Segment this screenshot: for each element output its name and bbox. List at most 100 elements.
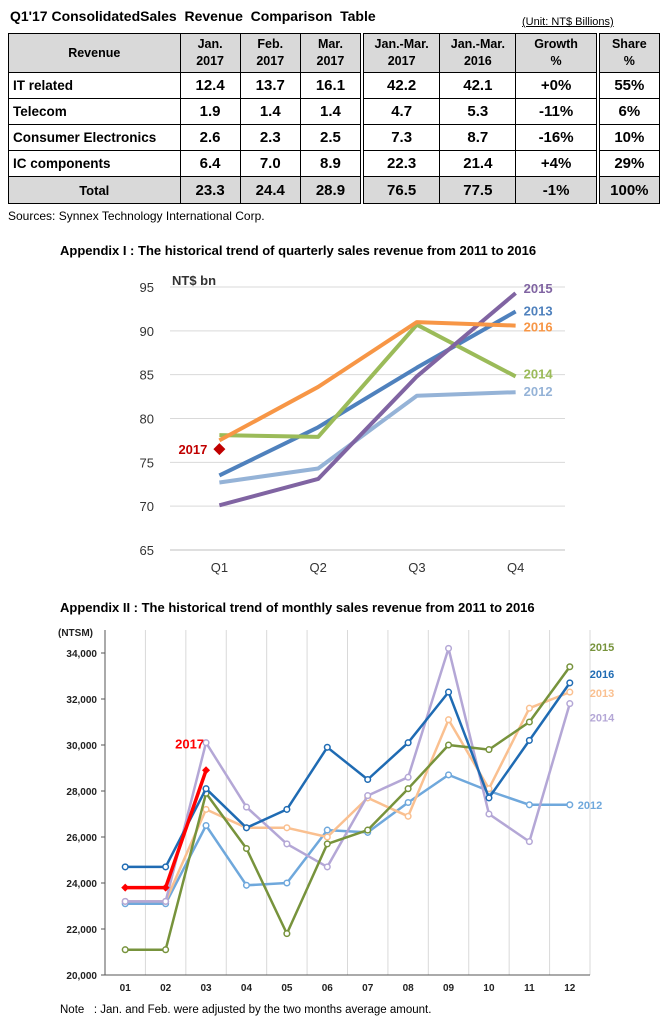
y-tick-label: 20,000 bbox=[66, 971, 97, 982]
data-point-2015 bbox=[404, 785, 412, 793]
data-point-2017 bbox=[161, 883, 170, 892]
cell-growth: -11% bbox=[515, 98, 597, 125]
y-tick-label: 30,000 bbox=[66, 741, 97, 752]
x-tick-label: Q3 bbox=[408, 560, 425, 575]
total-row: Total 23.3 24.4 28.9 76.5 77.5 -1% 100% bbox=[8, 176, 661, 204]
data-point-2013 bbox=[404, 812, 412, 820]
cell-share: 10% bbox=[598, 124, 661, 151]
data-point-2014 bbox=[323, 863, 331, 871]
table-row: IT related 12.4 13.7 16.1 42.2 42.1 +0% … bbox=[8, 72, 661, 99]
monthly-trend-chart: 20,000 22,000 24,000 26,000 28,000 30,000 32,0… bbox=[58, 628, 615, 994]
data-point-2014 bbox=[566, 700, 574, 708]
data-point-2015 bbox=[283, 930, 291, 938]
x-tick-label: 05 bbox=[281, 983, 293, 994]
series-line-2016 bbox=[125, 682, 571, 869]
x-tick-label: 09 bbox=[443, 983, 455, 994]
data-point-2016 bbox=[323, 743, 331, 751]
highlight-label-2017: 2017 bbox=[178, 442, 207, 457]
x-tick-label: 10 bbox=[483, 983, 495, 994]
data-point-2014 bbox=[364, 792, 372, 800]
data-point-2017 bbox=[202, 766, 211, 775]
x-tick-label: 02 bbox=[160, 983, 172, 994]
cell-growth: -1% bbox=[515, 176, 597, 204]
cell-growth: +4% bbox=[515, 150, 597, 177]
data-point-2014 bbox=[162, 897, 170, 905]
col-header-revenue: Revenue bbox=[8, 33, 181, 73]
col-header-feb: Feb. 2017 bbox=[239, 33, 301, 73]
data-point-2014 bbox=[404, 773, 412, 781]
series-line-2013 bbox=[218, 309, 517, 478]
series-label-2013: 2013 bbox=[590, 688, 614, 700]
col-header-mar: Mar. 2017 bbox=[299, 33, 362, 73]
y-axis-label: NT$ bn bbox=[172, 273, 216, 288]
quarterly-trend-chart: 65 70 75 80 85 90 95 Q1 Q2 Q3 Q4 NT$ bn 2012 2013 2014… bbox=[140, 273, 565, 575]
cell-q1-2016: 8.7 bbox=[439, 124, 517, 151]
cell-mar: 2.5 bbox=[299, 124, 362, 151]
data-point-2015 bbox=[444, 741, 453, 749]
series-label-2017: 2017 bbox=[175, 736, 204, 751]
y-tick-label: 34,000 bbox=[66, 649, 97, 660]
data-point-2014 bbox=[202, 739, 210, 747]
table-header-row: Revenue Jan. 2017 Feb. 2017 Mar. 2017 Jan.-… bbox=[8, 33, 661, 73]
cell-q1-2017: 22.3 bbox=[363, 150, 441, 177]
cell-jan: 23.3 bbox=[179, 176, 241, 204]
x-tick-label: Q4 bbox=[507, 560, 524, 575]
cell-q1-2017: 76.5 bbox=[363, 176, 441, 204]
data-point-2016 bbox=[364, 775, 372, 784]
data-point-2012 bbox=[566, 801, 574, 809]
data-point-2013 bbox=[525, 704, 533, 712]
highlight-marker-2017 bbox=[213, 443, 226, 456]
series-label-2016: 2016 bbox=[590, 669, 614, 681]
data-point-2016 bbox=[485, 794, 493, 802]
cell-mar: 28.9 bbox=[299, 176, 362, 204]
cell-feb: 7.0 bbox=[239, 150, 301, 177]
table-title: Q1'17 ConsolidatedSales Revenue Comparis… bbox=[10, 8, 376, 24]
data-point-2015 bbox=[364, 826, 372, 834]
col-header-jan: Jan. 2017 bbox=[179, 33, 241, 73]
row-label: Telecom bbox=[8, 98, 181, 125]
col-header-share: Share% bbox=[598, 33, 661, 73]
data-point-2012 bbox=[242, 881, 251, 889]
series-line-2014 bbox=[125, 647, 571, 903]
cell-jan: 6.4 bbox=[179, 150, 241, 177]
cell-mar: 16.1 bbox=[299, 72, 362, 99]
revenue-table: Revenue Jan. 2017 Feb. 2017 Mar. 2017 Jan.-… bbox=[8, 33, 661, 204]
data-point-2014 bbox=[283, 840, 291, 848]
series-line-2016 bbox=[218, 320, 516, 443]
data-point-2014 bbox=[485, 810, 493, 818]
y-tick-label: 85 bbox=[140, 368, 154, 383]
y-tick-label: 32,000 bbox=[66, 695, 97, 706]
x-tick-label: 12 bbox=[564, 983, 576, 994]
data-point-2015 bbox=[242, 844, 251, 853]
data-point-2012 bbox=[525, 801, 533, 809]
cell-q1-2017: 4.7 bbox=[363, 98, 441, 125]
data-point-2015 bbox=[162, 946, 170, 954]
cell-share: 100% bbox=[598, 176, 661, 204]
data-point-2015 bbox=[525, 718, 533, 726]
cell-growth: +0% bbox=[515, 72, 597, 99]
unit-label: (Unit: NT$ Billions) bbox=[522, 16, 614, 28]
cell-mar: 1.4 bbox=[299, 98, 362, 125]
x-tick-label: 04 bbox=[241, 983, 253, 994]
cell-q1-2016: 5.3 bbox=[439, 98, 517, 125]
cell-q1-2016: 77.5 bbox=[439, 176, 517, 204]
series-label-2014: 2014 bbox=[590, 713, 615, 725]
source-note: Sources: Synnex Technology International… bbox=[8, 209, 265, 223]
y-tick-label: 26,000 bbox=[66, 833, 97, 844]
cell-feb: 24.4 bbox=[239, 176, 301, 204]
data-point-2016 bbox=[242, 824, 251, 832]
footnote: Note : Jan. and Feb. were adjusted by th… bbox=[60, 1004, 432, 1016]
x-tick-label: 03 bbox=[200, 983, 212, 994]
series-label-2016: 2016 bbox=[524, 320, 553, 335]
data-point-2013 bbox=[323, 833, 331, 841]
data-point-2014 bbox=[121, 897, 129, 905]
y-tick-label: 95 bbox=[140, 280, 154, 295]
row-label: IC components bbox=[8, 150, 181, 177]
table-row: Telecom 1.9 1.4 1.4 4.7 5.3 -11% 6% bbox=[8, 98, 661, 125]
y-tick-label: 24,000 bbox=[66, 879, 97, 890]
cell-mar: 8.9 bbox=[299, 150, 362, 177]
table-row: Consumer Electronics 2.6 2.3 2.5 7.3 8.7… bbox=[8, 124, 661, 151]
series-line-2013 bbox=[125, 690, 571, 903]
cell-jan: 1.9 bbox=[179, 98, 241, 125]
y-tick-label: 90 bbox=[140, 324, 154, 339]
